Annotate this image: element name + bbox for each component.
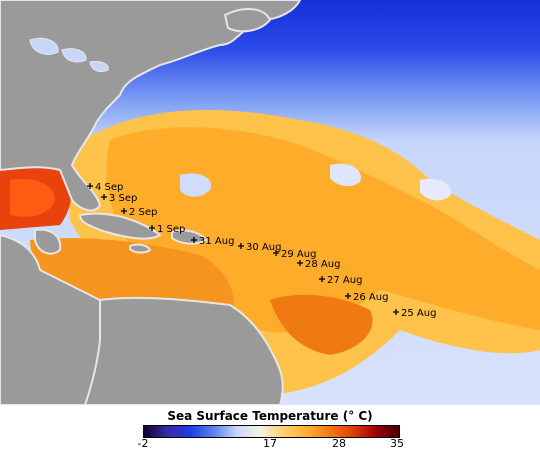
cuba-landmass [79, 212, 161, 240]
track-point: 25 Aug [393, 308, 436, 319]
track-point-label: 3 Sep [109, 193, 137, 204]
track-point: 31 Aug [191, 236, 234, 247]
temperature-colorbar [143, 425, 400, 438]
yucatan-landmass [34, 228, 62, 255]
track-point: 27 Aug [319, 275, 362, 286]
colorbar-tick-label: 17 [263, 437, 277, 450]
track-point: 3 Sep [101, 193, 137, 204]
hispaniola-landmass [171, 229, 207, 245]
track-point: 1 Sep [149, 224, 185, 235]
track-point: 4 Sep [87, 182, 123, 193]
track-point-label: 27 Aug [327, 275, 362, 286]
jamaica-landmass [129, 243, 151, 254]
newfoundland-landmass [224, 8, 271, 33]
track-point-label: 1 Sep [157, 224, 185, 235]
colorbar-tick-label: 35 [390, 437, 404, 450]
track-point-label: 2 Sep [129, 207, 157, 218]
great-lakes [29, 37, 109, 73]
track-point-label: 29 Aug [281, 249, 316, 260]
landmasses [0, 0, 301, 405]
track-point: 29 Aug [273, 249, 316, 260]
colorbar-tick-label: 28 [332, 437, 346, 450]
track-point-label: 30 Aug [246, 242, 281, 253]
track-point-label: 4 Sep [95, 182, 123, 193]
track-point-label: 26 Aug [353, 292, 388, 303]
track-point: 30 Aug [238, 242, 281, 253]
track-point-label: 31 Aug [199, 236, 234, 247]
legend-title: Sea Surface Temperature (° C) [167, 409, 373, 423]
track-point: 26 Aug [345, 292, 388, 303]
colorbar-tick-label: -2 [137, 437, 149, 450]
track-point: 28 Aug [297, 259, 340, 270]
south-america-landmass [84, 296, 284, 405]
track-point-label: 25 Aug [401, 308, 436, 319]
track-point-label: 28 Aug [305, 259, 340, 270]
track-point: 2 Sep [121, 207, 157, 218]
